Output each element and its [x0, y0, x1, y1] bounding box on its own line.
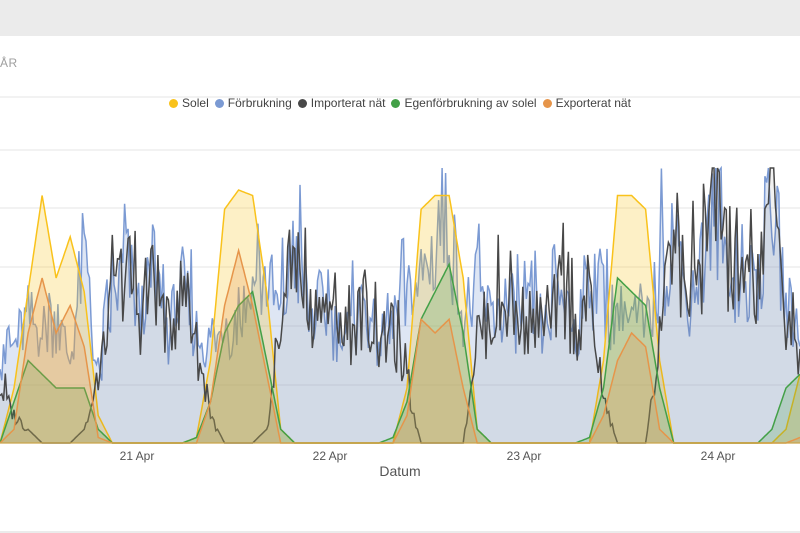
x-tick-label-1: 22 Apr [313, 449, 348, 463]
legend-label-1: Förbrukning [227, 96, 292, 110]
legend-label-3: Egenförbrukning av solel [404, 96, 537, 110]
top-bar [0, 0, 800, 36]
x-axis-label: Datum [379, 463, 420, 479]
series-area-0 [0, 190, 800, 443]
legend-dot-1 [214, 99, 224, 108]
legend-item-3[interactable]: Egenförbrukning av solel [391, 96, 537, 110]
legend-item-2[interactable]: Importerat nät [297, 96, 386, 110]
legend-label-2: Importerat nät [310, 96, 386, 110]
series-area-4 [0, 250, 800, 443]
chart-legend: Solel Förbrukning Importerat nät Egenförbru… [0, 96, 800, 110]
legend-item-4[interactable]: Exporterat nät [542, 96, 631, 110]
series-line-2 [0, 167, 800, 444]
legend-item-0[interactable]: Solel [169, 96, 209, 110]
bottom-strip [0, 531, 800, 533]
legend-dot-2 [297, 99, 307, 108]
period-tab-year[interactable]: ÅR [0, 56, 18, 70]
legend-label-4: Exporterat nät [555, 96, 631, 110]
legend-label-0: Solel [182, 96, 209, 110]
series-area-1 [0, 168, 800, 443]
legend-dot-3 [391, 99, 401, 108]
x-tick-label-3: 24 Apr [701, 449, 736, 463]
x-tick-label-2: 23 Apr [507, 449, 542, 463]
legend-dot-4 [542, 99, 552, 108]
series-area-2 [0, 168, 800, 443]
x-tick-label-0: 21 Apr [120, 449, 155, 463]
legend-item-1[interactable]: Förbrukning [214, 96, 292, 110]
series-area-3 [0, 264, 800, 443]
legend-dot-0 [169, 99, 179, 108]
